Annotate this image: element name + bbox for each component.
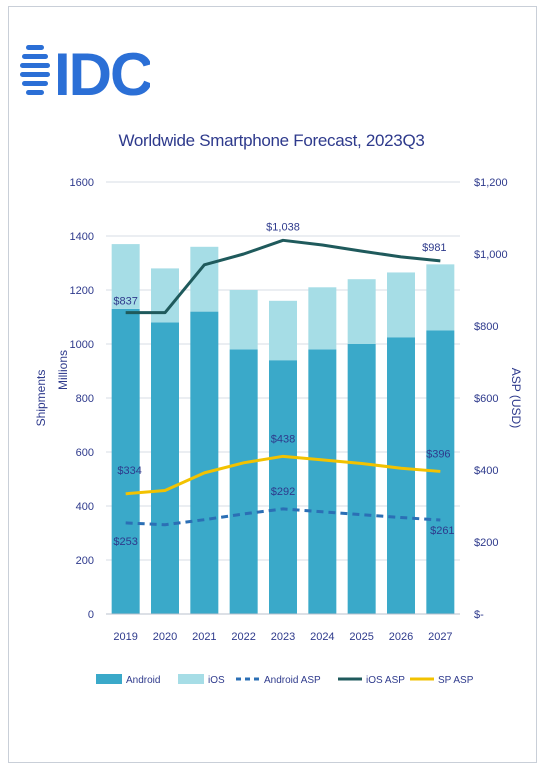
x-tick-label: 2021 — [192, 631, 216, 643]
bar-ios — [151, 268, 179, 323]
bar-ios — [229, 290, 258, 350]
right-tick-label: $1,000 — [474, 249, 508, 261]
left-tick-label: 400 — [76, 501, 94, 513]
data-label: $292 — [271, 486, 295, 498]
left-tick-label: 1400 — [70, 231, 94, 243]
legend-label: SP ASP — [438, 675, 474, 686]
axes: 0 200 400 600 800 1000 1200 1400 1600 $- $200 $400 $… — [34, 177, 523, 643]
legend: Android iOS Android ASP iOS ASP SP ASP — [96, 674, 474, 686]
data-label: $837 — [113, 296, 137, 308]
legend-label: Android ASP — [264, 675, 321, 686]
chart-title: Worldwide Smartphone Forecast, 2023Q3 — [118, 131, 425, 150]
data-label: $438 — [271, 433, 295, 445]
bar-android — [426, 330, 455, 614]
line-android-asp — [125, 507, 441, 527]
bar-ios — [269, 300, 297, 361]
legend-swatch — [178, 674, 204, 684]
legend-swatch — [96, 674, 122, 684]
bar-android — [229, 349, 258, 614]
right-tick-label: $1,200 — [474, 177, 508, 189]
y-axis-label-inner: Millions — [56, 350, 70, 390]
right-tick-label: $- — [474, 609, 484, 621]
x-tick-label: 2020 — [153, 631, 177, 643]
left-tick-label: 1200 — [70, 285, 94, 297]
right-tick-label: $200 — [474, 537, 498, 549]
x-tick-label: 2025 — [349, 631, 373, 643]
right-tick-label: $600 — [474, 393, 498, 405]
left-tick-label: 200 — [76, 555, 94, 567]
bar-ios — [387, 272, 415, 338]
idc-logo: IDC — [20, 36, 154, 111]
legend-label: iOS — [208, 675, 225, 686]
left-tick-label: 600 — [76, 447, 94, 459]
x-tick-label: 2023 — [271, 631, 295, 643]
bar-android — [347, 344, 376, 614]
bar-android — [190, 311, 219, 614]
legend-label: iOS ASP — [366, 675, 405, 686]
bar-ios — [308, 287, 337, 350]
x-tick-label: 2019 — [113, 631, 137, 643]
left-tick-label: 800 — [76, 393, 94, 405]
x-tick-label: 2027 — [428, 631, 452, 643]
right-tick-label: $400 — [474, 465, 498, 477]
bar-android — [151, 322, 179, 614]
x-tick-label: 2024 — [310, 631, 334, 643]
bar-ios — [347, 279, 376, 344]
left-tick-label: 1600 — [70, 177, 94, 189]
bar-android — [308, 349, 337, 614]
bar-ios — [111, 244, 140, 309]
data-label: $1,038 — [266, 221, 300, 233]
data-label: $334 — [117, 465, 141, 477]
idc-logo-mark: IDC — [20, 41, 154, 108]
line-sp-asp — [125, 454, 441, 496]
line-ios-asp — [125, 238, 441, 315]
x-tick-label: 2022 — [231, 631, 255, 643]
bar-ios — [190, 246, 219, 312]
logo-text: IDC — [54, 41, 150, 106]
data-label: $253 — [113, 536, 137, 548]
bar-android — [269, 360, 297, 614]
data-label: $981 — [422, 242, 446, 254]
globe-icon — [20, 45, 50, 95]
left-tick-label: 0 — [88, 609, 94, 621]
bar-ios — [426, 264, 455, 331]
right-axis-label: ASP (USD) — [509, 368, 523, 428]
right-tick-label: $800 — [474, 321, 498, 333]
asp-lines — [125, 238, 441, 527]
data-label: $261 — [430, 525, 454, 537]
data-labels: $837 $1,038 $981 $334 $438 $396 $253 $292 $261 — [113, 221, 454, 548]
left-tick-label: 1000 — [70, 339, 94, 351]
legend-label: Android — [126, 675, 160, 686]
y-axis-label-outer: Shipments — [34, 370, 48, 427]
data-label: $396 — [426, 448, 450, 460]
bars — [111, 244, 455, 614]
bar-android — [387, 337, 415, 614]
bar-android — [111, 308, 140, 614]
x-tick-label: 2026 — [389, 631, 413, 643]
